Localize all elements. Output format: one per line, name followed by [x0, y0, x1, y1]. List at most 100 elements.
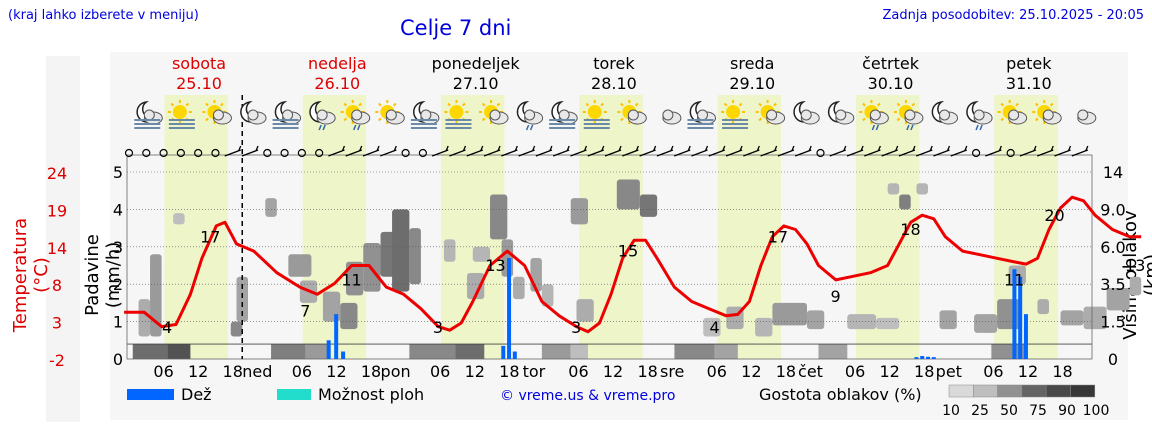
wind-barb-icon — [933, 149, 950, 157]
last-update: Zadnja posodobitev: 25.10.2025 - 20:05 — [882, 8, 1144, 23]
cloud-cell — [576, 299, 594, 322]
temperature-line — [124, 195, 1142, 334]
sun-fog-icon — [444, 100, 472, 129]
sun-cloud-drizzle-icon — [893, 100, 924, 131]
cloud-cell — [916, 183, 928, 195]
wind-barb-icon — [376, 145, 380, 151]
density-swatch — [997, 384, 1023, 398]
wind-calm-icon — [211, 148, 220, 158]
wind-barb-icon — [480, 145, 484, 151]
temperature-label: 3 — [433, 318, 443, 337]
x-tick: 12 — [326, 362, 346, 381]
rain-bar — [920, 356, 925, 359]
cloud-height-tick: 1.5 — [1100, 313, 1125, 332]
cloud-cell — [345, 261, 364, 296]
sun-fog-icon — [582, 100, 610, 129]
wind-barb-icon — [224, 149, 241, 157]
moon-cloud-drizzle-icon — [966, 101, 993, 131]
x-tick: čet — [798, 362, 823, 381]
wind-barb-icon — [898, 149, 916, 157]
temperature-label: 18 — [900, 220, 920, 239]
precipitation-tick: 4 — [113, 200, 123, 219]
density-swatch — [1070, 384, 1096, 398]
wind-calm-icon — [159, 148, 168, 158]
wind-barb-icon — [691, 149, 708, 157]
wind-barb-icon — [549, 145, 553, 151]
cloud-cell — [1083, 306, 1107, 330]
cloud-cell — [639, 194, 658, 217]
wind-calm-icon — [194, 148, 203, 158]
low-cloud-cell — [570, 344, 588, 359]
wind-barb-icon — [877, 145, 881, 151]
temperature-label: 7 — [300, 301, 310, 320]
wind-barb-icon — [653, 145, 657, 151]
sun-cloud-drizzle-icon — [859, 100, 889, 131]
wind-barb-icon — [881, 149, 898, 157]
x-tick: 06 — [983, 362, 1003, 381]
wind-barb-icon — [1019, 149, 1037, 157]
cloud-cell — [150, 254, 162, 337]
cloud-cell — [288, 254, 312, 277]
moon-cloud-icon — [240, 101, 267, 125]
day-name: nedelja — [308, 54, 367, 73]
low-cloud-cell — [714, 344, 738, 359]
x-tick: 12 — [741, 362, 761, 381]
wind-calm-icon — [315, 148, 324, 158]
density-tick: 100 — [1083, 403, 1110, 419]
page-title: Celje 7 dni — [400, 16, 512, 40]
cloud-height-tick: 9.0 — [1100, 200, 1125, 219]
x-tick: 18 — [499, 362, 519, 381]
moon-cloud-icon — [827, 101, 855, 125]
x-tick: 06 — [292, 362, 312, 381]
wind-calm-icon — [1006, 148, 1015, 158]
density-tick: 90 — [1058, 403, 1076, 419]
legend-density-label: Gostota oblakov (%) — [759, 385, 922, 404]
wind-barb-icon — [708, 149, 726, 157]
precipitation-tick: 0 — [113, 350, 123, 369]
cloud-cell — [899, 194, 911, 210]
x-tick: 12 — [188, 362, 208, 381]
x-tick: 06 — [430, 362, 450, 381]
day-name: sobota — [172, 54, 226, 73]
precipitation-tick: 3 — [113, 238, 123, 257]
legend-showers-swatch — [277, 389, 311, 400]
x-tick: sre — [660, 362, 684, 381]
day-date: 28.10 — [591, 74, 637, 93]
cloud-cell — [513, 276, 525, 300]
low-cloud-cell — [674, 344, 715, 359]
cloud-cell — [703, 317, 721, 337]
wind-barb-icon — [929, 145, 933, 151]
low-cloud-cell — [541, 344, 571, 359]
wind-calm-icon — [401, 148, 410, 158]
wind-calm-icon — [142, 148, 151, 158]
cloud-height-tick: 3.5 — [1100, 275, 1125, 294]
wind-barb-icon — [255, 145, 259, 151]
density-tick: 25 — [971, 403, 989, 419]
location-note: (kraj lahko izberete v meniju) — [8, 8, 199, 23]
wind-barb-icon — [860, 145, 864, 151]
cloud-icon — [1077, 109, 1097, 125]
day-name: četrtek — [862, 54, 920, 73]
day-date: 26.10 — [314, 74, 360, 93]
wind-barb-icon — [670, 145, 674, 151]
temperature-tick: 19 — [47, 201, 67, 220]
temperature-tick: 14 — [47, 239, 67, 258]
density-tick: 50 — [1000, 403, 1018, 419]
moon-cloud-icon — [793, 101, 820, 125]
x-tick: pet — [936, 362, 962, 381]
left-axis-band — [46, 56, 80, 422]
temperature-label: 15 — [618, 242, 638, 261]
rain-bar — [341, 351, 346, 359]
wind-barb-icon — [864, 149, 881, 157]
wind-barb-icon — [725, 149, 743, 157]
x-tick: 18 — [1052, 362, 1072, 381]
day-name: torek — [593, 54, 635, 73]
cloud-cell — [570, 198, 588, 225]
moon-clouds-fog-icon — [687, 101, 716, 129]
moon-clouds-fog-icon — [134, 101, 163, 129]
wind-barb-icon — [756, 145, 760, 151]
x-tick: 18 — [776, 362, 796, 381]
wind-barb-icon — [656, 149, 674, 157]
wind-barb-icon — [998, 145, 1002, 151]
density-swatch — [1045, 384, 1071, 398]
